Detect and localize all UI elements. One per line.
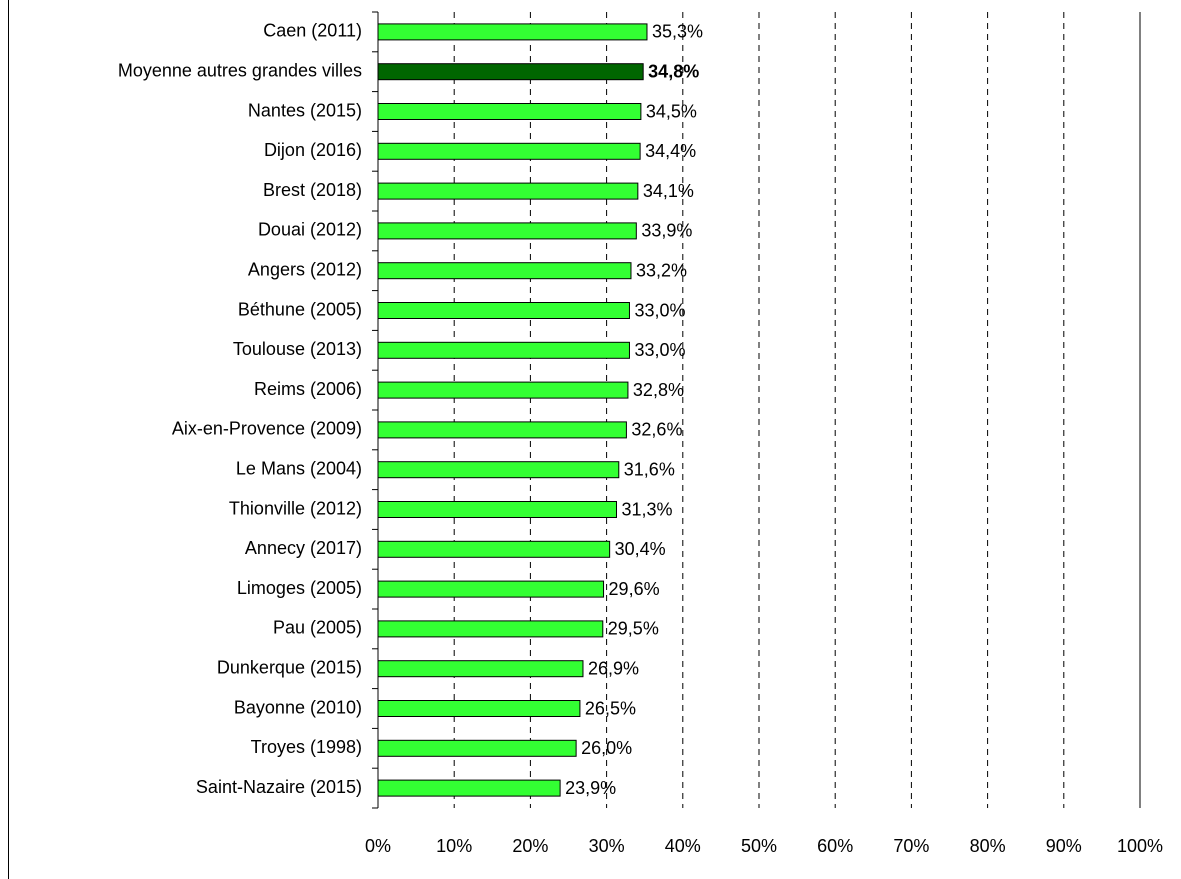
bar xyxy=(377,501,618,518)
y-tick-label: Caen (2011) xyxy=(263,21,362,41)
y-tick-label: Brest (2018) xyxy=(263,180,362,200)
y-tick-label: Béthune (2005) xyxy=(238,299,362,319)
value-label: 34,4% xyxy=(645,141,696,161)
x-tick-label: 80% xyxy=(970,836,1006,856)
y-tick-label: Angers (2012) xyxy=(248,259,362,279)
x-tick-label: 70% xyxy=(893,836,929,856)
y-tick-label: Thionville (2012) xyxy=(229,498,362,518)
y-tick-label: Pau (2005) xyxy=(273,618,362,638)
value-label: 30,4% xyxy=(615,539,666,559)
value-label: 35,3% xyxy=(652,22,703,42)
x-tick-label: 20% xyxy=(512,836,548,856)
y-tick-label: Aix-en-Provence (2009) xyxy=(172,419,362,439)
value-label: 34,5% xyxy=(646,101,697,121)
value-label: 23,9% xyxy=(565,778,616,798)
y-tick-label: Saint-Nazaire (2015) xyxy=(196,777,362,797)
value-label: 33,2% xyxy=(636,260,687,280)
y-tick-label: Dijon (2016) xyxy=(264,140,362,160)
bar xyxy=(377,262,632,280)
value-label: 34,8% xyxy=(648,61,699,81)
x-tick-label: 100% xyxy=(1117,836,1163,856)
y-tick-label: Troyes (1998) xyxy=(251,737,362,757)
x-tick-label: 50% xyxy=(741,836,777,856)
value-label: 29,5% xyxy=(608,619,659,639)
bar xyxy=(377,381,629,399)
bar xyxy=(377,580,605,598)
value-label: 33,9% xyxy=(641,221,692,241)
y-tick-label: Nantes (2015) xyxy=(248,100,362,120)
bar xyxy=(377,63,644,81)
x-tick-label: 60% xyxy=(817,836,853,856)
y-tick-label: Douai (2012) xyxy=(258,220,362,240)
x-tick-label: 90% xyxy=(1046,836,1082,856)
y-tick-label: Le Mans (2004) xyxy=(236,458,362,478)
value-label: 33,0% xyxy=(634,340,685,360)
bar xyxy=(377,302,630,319)
bar xyxy=(377,182,639,200)
bar xyxy=(377,540,611,558)
y-tick-label: Annecy (2017) xyxy=(245,538,362,558)
bar xyxy=(377,779,561,797)
value-label: 31,6% xyxy=(624,459,675,479)
bar xyxy=(377,103,642,120)
bar xyxy=(377,739,577,757)
value-label: 29,6% xyxy=(609,579,660,599)
value-label: 33,0% xyxy=(634,300,685,320)
y-tick-label: Moyenne autres grandes villes xyxy=(118,60,362,80)
x-tick-label: 0% xyxy=(365,836,391,856)
value-label: 26,9% xyxy=(588,658,639,678)
y-tick-label: Limoges (2005) xyxy=(237,578,362,598)
bar xyxy=(377,620,604,638)
value-label: 34,1% xyxy=(643,181,694,201)
bar xyxy=(377,341,630,359)
bar xyxy=(377,222,637,240)
bar xyxy=(377,461,620,479)
y-tick-label: Bayonne (2010) xyxy=(234,697,362,717)
x-tick-label: 10% xyxy=(436,836,472,856)
value-label: 32,6% xyxy=(631,420,682,440)
bar xyxy=(377,421,627,439)
value-label: 32,8% xyxy=(633,380,684,400)
x-tick-label: 30% xyxy=(589,836,625,856)
y-tick-label: Dunkerque (2015) xyxy=(217,657,362,677)
y-tick-label: Toulouse (2013) xyxy=(233,339,362,359)
bar xyxy=(377,142,641,160)
value-label: 26,0% xyxy=(581,738,632,758)
bar xyxy=(377,700,581,717)
value-label: 26,5% xyxy=(585,698,636,718)
y-tick-label: Reims (2006) xyxy=(254,379,362,399)
value-label: 31,3% xyxy=(622,499,673,519)
x-tick-label: 40% xyxy=(665,836,701,856)
bar xyxy=(377,660,584,678)
bar xyxy=(377,23,648,41)
